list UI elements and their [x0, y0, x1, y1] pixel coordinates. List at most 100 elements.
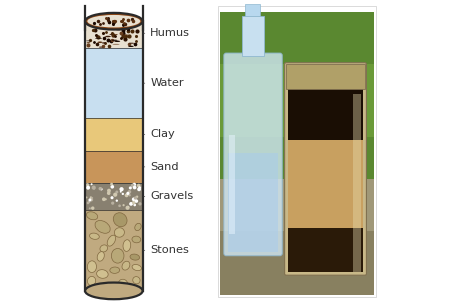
Ellipse shape [107, 235, 116, 246]
Ellipse shape [89, 233, 99, 239]
Bar [288, 226, 363, 272]
Ellipse shape [87, 42, 90, 43]
Bar [219, 6, 376, 297]
Ellipse shape [88, 15, 140, 28]
Text: Gravels: Gravels [144, 191, 194, 201]
Ellipse shape [113, 213, 127, 227]
Circle shape [124, 193, 129, 197]
Bar [85, 21, 142, 48]
Bar [288, 140, 363, 228]
Ellipse shape [87, 212, 98, 220]
Bar [85, 183, 142, 210]
Ellipse shape [129, 43, 134, 44]
Bar [242, 16, 264, 55]
Ellipse shape [88, 276, 96, 285]
Circle shape [123, 204, 124, 206]
Circle shape [129, 202, 133, 206]
Circle shape [86, 183, 89, 187]
Circle shape [137, 187, 141, 191]
Circle shape [131, 184, 135, 187]
Circle shape [86, 186, 90, 190]
Ellipse shape [132, 265, 142, 271]
Ellipse shape [130, 254, 140, 260]
Ellipse shape [119, 25, 124, 27]
Circle shape [132, 201, 136, 204]
Ellipse shape [102, 42, 106, 44]
Bar [85, 48, 142, 118]
Circle shape [122, 193, 124, 195]
Ellipse shape [123, 240, 131, 251]
Ellipse shape [85, 282, 142, 299]
Ellipse shape [115, 34, 118, 35]
Circle shape [111, 201, 114, 205]
Ellipse shape [135, 223, 141, 231]
Ellipse shape [112, 248, 124, 263]
Circle shape [129, 194, 131, 196]
Ellipse shape [112, 40, 118, 41]
Ellipse shape [105, 36, 111, 37]
Circle shape [110, 183, 113, 185]
Circle shape [91, 206, 95, 210]
Text: Water: Water [144, 78, 184, 88]
Ellipse shape [122, 261, 130, 270]
Ellipse shape [118, 279, 128, 287]
Circle shape [90, 196, 92, 198]
Circle shape [87, 202, 89, 204]
Circle shape [100, 188, 103, 190]
Circle shape [137, 184, 141, 187]
FancyBboxPatch shape [284, 63, 366, 275]
Bar [220, 179, 374, 295]
Ellipse shape [97, 270, 108, 278]
Ellipse shape [110, 267, 120, 273]
Circle shape [102, 197, 106, 201]
Bar [245, 4, 260, 16]
Ellipse shape [132, 236, 141, 243]
Bar [288, 81, 363, 140]
Circle shape [125, 206, 130, 210]
Bar [85, 151, 142, 183]
Circle shape [128, 190, 131, 194]
Text: Humus: Humus [144, 28, 190, 38]
Circle shape [89, 207, 91, 209]
Circle shape [133, 204, 136, 206]
Circle shape [89, 198, 93, 201]
Ellipse shape [95, 221, 110, 233]
Circle shape [116, 199, 118, 202]
Circle shape [129, 186, 132, 189]
Circle shape [88, 201, 90, 203]
Circle shape [118, 205, 121, 207]
Text: Stones: Stones [144, 245, 189, 255]
Circle shape [89, 198, 92, 200]
Circle shape [138, 186, 141, 189]
Ellipse shape [99, 47, 103, 48]
Ellipse shape [114, 228, 124, 237]
Circle shape [99, 187, 102, 190]
Circle shape [132, 197, 136, 201]
Circle shape [135, 199, 138, 203]
Bar [220, 64, 374, 137]
Bar [228, 153, 278, 252]
Bar [85, 210, 142, 291]
Ellipse shape [87, 261, 96, 272]
Circle shape [89, 198, 91, 201]
Ellipse shape [100, 283, 108, 289]
Circle shape [133, 186, 136, 189]
Circle shape [100, 188, 102, 190]
Ellipse shape [114, 41, 120, 42]
Ellipse shape [85, 13, 142, 29]
Circle shape [111, 185, 114, 188]
Circle shape [93, 188, 95, 190]
Circle shape [120, 191, 122, 193]
Ellipse shape [97, 251, 104, 261]
Circle shape [136, 195, 138, 198]
Circle shape [92, 185, 96, 190]
Circle shape [119, 187, 124, 191]
FancyBboxPatch shape [224, 53, 282, 256]
Ellipse shape [95, 38, 102, 39]
Circle shape [126, 192, 130, 195]
Circle shape [91, 197, 93, 199]
Ellipse shape [108, 24, 115, 25]
Bar [353, 94, 361, 272]
Circle shape [107, 191, 111, 195]
Ellipse shape [100, 245, 107, 252]
